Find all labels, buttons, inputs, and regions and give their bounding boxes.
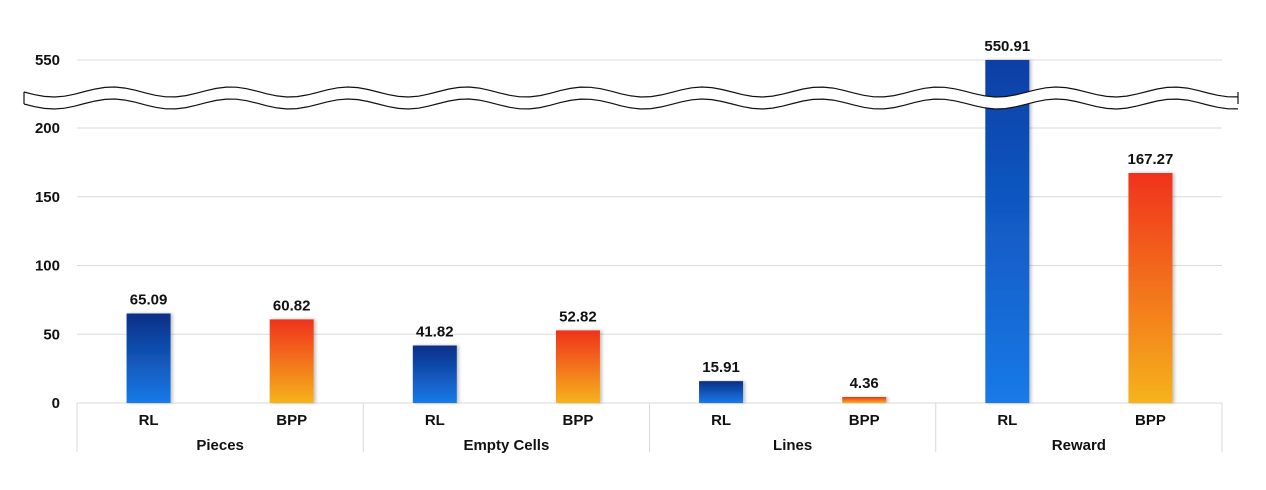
- value-label: 41.82: [416, 323, 454, 340]
- value-label: 15.91: [702, 359, 740, 376]
- series-tick-label: BPP: [276, 412, 307, 429]
- break-band: [24, 87, 1238, 109]
- bar-rl-lines: [699, 381, 744, 403]
- break-line-top: [23, 86, 1239, 98]
- value-labels: 65.09 60.82 41.82 52.82 15.91 4.36 550.91 167.2…: [130, 38, 1174, 392]
- value-label: 52.82: [559, 308, 597, 325]
- bar-rl-reward: [985, 60, 1030, 403]
- bar-bpp-reward: [1128, 173, 1173, 403]
- y-tick-label: 0: [52, 395, 60, 412]
- series-tick-label: RL: [711, 412, 731, 429]
- value-label: 550.91: [984, 38, 1030, 55]
- bar-rl-pieces: [126, 313, 171, 403]
- bar-rl-empty-cells: [412, 345, 457, 403]
- group-label: Pieces: [196, 437, 244, 454]
- group-label: Reward: [1052, 437, 1106, 454]
- y-tick-label: 550: [35, 52, 60, 69]
- bar-bpp-pieces: [269, 319, 314, 403]
- bar-bpp-lines: [842, 397, 887, 403]
- series-tick-label: RL: [997, 412, 1017, 429]
- series-tick-label: RL: [425, 412, 445, 429]
- y-tick-label: 100: [35, 258, 60, 275]
- value-label: 65.09: [130, 292, 168, 309]
- break-line-bottom: [23, 98, 1239, 110]
- bars: [126, 60, 1173, 403]
- series-tick-label: BPP: [563, 412, 594, 429]
- category-axis: RL BPP Pieces RL BPP Empty Cells RL BPP Lines RL B…: [76, 403, 1223, 454]
- y-tick-label: 200: [35, 120, 60, 137]
- axis-break: [23, 86, 1239, 110]
- series-tick-label: BPP: [1135, 412, 1166, 429]
- group-label: Empty Cells: [463, 437, 549, 454]
- y-tick-label: 150: [35, 189, 60, 206]
- y-axis-ticks: 0 50 100 150 200 550: [35, 52, 60, 412]
- value-label: 60.82: [273, 297, 311, 314]
- gridlines: [77, 59, 1222, 404]
- bar-bpp-empty-cells: [555, 330, 600, 403]
- group-label: Lines: [773, 437, 812, 454]
- series-tick-label: RL: [139, 412, 159, 429]
- value-label: 4.36: [850, 375, 879, 392]
- series-tick-label: BPP: [849, 412, 880, 429]
- y-tick-label: 50: [43, 326, 60, 343]
- value-label: 167.27: [1127, 151, 1173, 168]
